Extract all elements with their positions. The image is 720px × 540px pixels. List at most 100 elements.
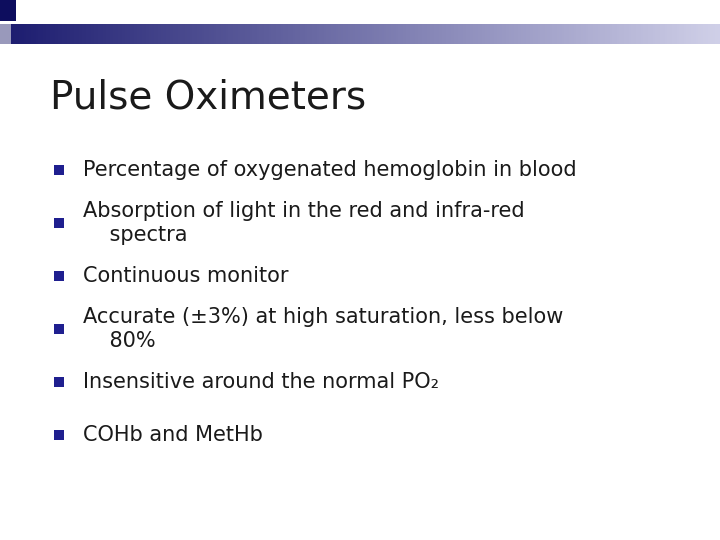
Bar bbox=[45, 24, 49, 44]
Bar bbox=[701, 24, 704, 44]
Bar bbox=[103, 24, 107, 44]
Bar bbox=[612, 24, 615, 44]
Bar bbox=[266, 24, 269, 44]
Bar bbox=[675, 24, 678, 44]
Bar bbox=[54, 271, 64, 281]
Bar bbox=[211, 24, 215, 44]
Bar bbox=[578, 24, 582, 44]
Bar bbox=[545, 24, 548, 44]
Bar bbox=[194, 24, 197, 44]
Bar bbox=[54, 324, 64, 334]
Bar bbox=[593, 24, 596, 44]
Bar bbox=[106, 24, 109, 44]
Bar bbox=[526, 24, 528, 44]
Bar bbox=[17, 24, 20, 44]
Bar bbox=[305, 24, 308, 44]
Bar bbox=[650, 24, 654, 44]
Bar bbox=[161, 24, 164, 44]
Bar bbox=[238, 24, 240, 44]
Bar bbox=[711, 24, 714, 44]
Bar bbox=[540, 24, 543, 44]
Bar bbox=[185, 24, 188, 44]
Bar bbox=[65, 24, 68, 44]
Bar bbox=[401, 24, 404, 44]
Bar bbox=[600, 24, 603, 44]
Bar bbox=[233, 24, 236, 44]
Bar bbox=[691, 24, 694, 44]
Bar bbox=[53, 24, 56, 44]
Text: Accurate (±3%) at high saturation, less below
    80%: Accurate (±3%) at high saturation, less … bbox=[83, 307, 563, 351]
Bar bbox=[221, 24, 224, 44]
Bar bbox=[513, 24, 517, 44]
Bar bbox=[588, 24, 591, 44]
Bar bbox=[290, 24, 294, 44]
Bar bbox=[598, 24, 600, 44]
Bar bbox=[432, 24, 435, 44]
Bar bbox=[662, 24, 665, 44]
Bar bbox=[576, 24, 579, 44]
Bar bbox=[634, 24, 636, 44]
Bar bbox=[137, 24, 140, 44]
Bar bbox=[297, 24, 301, 44]
Bar bbox=[0, 0, 16, 21]
Bar bbox=[506, 24, 510, 44]
Bar bbox=[603, 24, 606, 44]
Bar bbox=[367, 24, 370, 44]
Bar bbox=[646, 24, 649, 44]
Bar bbox=[346, 24, 348, 44]
Bar bbox=[63, 24, 66, 44]
Bar bbox=[317, 24, 320, 44]
Bar bbox=[81, 24, 85, 44]
Bar bbox=[379, 24, 382, 44]
Bar bbox=[204, 24, 207, 44]
Bar bbox=[639, 24, 642, 44]
Text: Insensitive around the normal PO₂: Insensitive around the normal PO₂ bbox=[83, 372, 439, 392]
Bar bbox=[91, 24, 94, 44]
Bar bbox=[254, 24, 258, 44]
Bar bbox=[243, 24, 246, 44]
Bar bbox=[288, 24, 291, 44]
Bar bbox=[115, 24, 118, 44]
Bar bbox=[504, 24, 507, 44]
Bar bbox=[475, 24, 478, 44]
Bar bbox=[614, 24, 618, 44]
Bar bbox=[41, 24, 44, 44]
Bar bbox=[54, 218, 64, 228]
Bar bbox=[333, 24, 337, 44]
Bar bbox=[295, 24, 298, 44]
Bar bbox=[490, 24, 492, 44]
Bar bbox=[382, 24, 384, 44]
Bar bbox=[315, 24, 318, 44]
Text: Percentage of oxygenated hemoglobin in blood: Percentage of oxygenated hemoglobin in b… bbox=[83, 160, 577, 180]
Bar bbox=[427, 24, 431, 44]
Bar bbox=[2, 24, 6, 44]
Bar bbox=[163, 24, 166, 44]
Bar bbox=[391, 24, 395, 44]
Bar bbox=[502, 24, 505, 44]
Bar bbox=[387, 24, 390, 44]
Bar bbox=[449, 24, 452, 44]
Bar bbox=[225, 24, 229, 44]
Bar bbox=[533, 24, 536, 44]
Bar bbox=[86, 24, 89, 44]
Bar bbox=[538, 24, 541, 44]
Bar bbox=[360, 24, 363, 44]
Bar bbox=[430, 24, 433, 44]
Bar bbox=[60, 24, 63, 44]
Bar bbox=[22, 24, 24, 44]
Bar bbox=[250, 24, 253, 44]
Bar bbox=[369, 24, 373, 44]
Bar bbox=[358, 24, 361, 44]
Bar bbox=[50, 24, 53, 44]
Bar bbox=[441, 24, 445, 44]
Bar bbox=[396, 24, 399, 44]
Bar bbox=[139, 24, 143, 44]
Text: Absorption of light in the red and infra-red
    spectra: Absorption of light in the red and infra… bbox=[83, 201, 524, 245]
Bar bbox=[14, 24, 17, 44]
Bar bbox=[703, 24, 706, 44]
Bar bbox=[569, 24, 572, 44]
Bar bbox=[343, 24, 346, 44]
Bar bbox=[480, 24, 483, 44]
Bar bbox=[394, 24, 397, 44]
Bar bbox=[693, 24, 697, 44]
